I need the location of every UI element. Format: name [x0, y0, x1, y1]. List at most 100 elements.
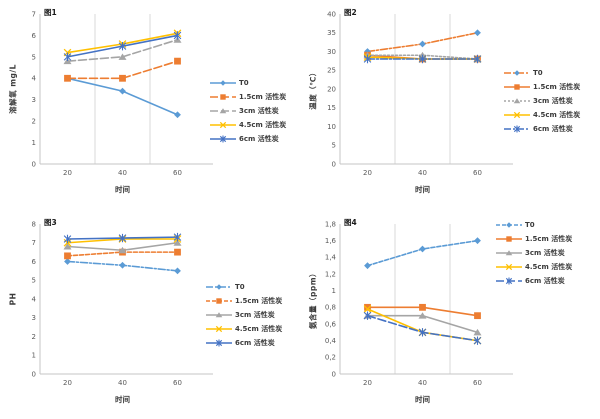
marker-diamond-icon [216, 284, 222, 290]
chart-title-1: 图1 [44, 8, 57, 17]
legend-line-sample [206, 312, 232, 318]
series-line [366, 239, 479, 267]
chart-figure-1: 0 1 2 3 4 5 6 7 20 40 60 图1 溶解氧 mg/L 时间 T0 1.5cm 活性… [0, 0, 300, 210]
y-tick-label: 5 [32, 53, 36, 61]
y-tick-label: 5 [32, 277, 36, 285]
legend-label: 4.5cm 活性炭 [533, 111, 581, 119]
marker-triangle-icon [473, 328, 482, 336]
legend-item: 1.5cm 活性炭 [496, 232, 572, 246]
marker-asterisk-icon [219, 135, 227, 143]
x-tick-label: 40 [118, 169, 127, 177]
x-tick-label: 60 [173, 169, 182, 177]
legend-line-sample [206, 284, 232, 290]
y-axis-label-4: 氨含量（ppm） [308, 268, 318, 330]
legend-line-sample [504, 111, 530, 119]
legend-item: 4.5cm 活性炭 [210, 118, 286, 132]
legend-label: 4.5cm 活性炭 [525, 263, 573, 271]
legend-label: 1.5cm 活性炭 [525, 235, 573, 243]
marker-triangle-icon [219, 108, 227, 114]
y-tick-label: 35 [327, 29, 336, 37]
legend-label: T0 [533, 69, 543, 77]
marker-asterisk-icon [118, 233, 127, 243]
legend-item: 3cm 活性炭 [210, 104, 286, 118]
x-tick-label: 20 [363, 169, 372, 177]
legend-item: 4.5cm 活性炭 [206, 322, 282, 336]
marker-square-icon [419, 303, 426, 311]
y-tick-label: 15 [327, 104, 336, 112]
marker-diamond-icon [506, 222, 512, 228]
marker-asterisk-icon [473, 54, 482, 64]
x-tick-label: 40 [118, 379, 127, 387]
y-tick-label: 0,2 [325, 354, 336, 362]
chart-figure-3: 0 1 2 3 4 5 6 7 8 20 40 60 图3 PH 时间 T0 1.5cm 活性炭 3cm … [0, 210, 300, 419]
marker-asterisk-icon [418, 54, 427, 64]
legend-item: 3cm 活性炭 [496, 246, 572, 260]
legend-line-sample [504, 125, 530, 133]
x-tick-label: 40 [418, 169, 427, 177]
marker-diamond-icon [419, 40, 426, 48]
y-tick-label: 4 [32, 295, 37, 303]
y-tick-label: 1 [332, 287, 336, 295]
marker-diamond-icon [514, 70, 520, 76]
legend-label: 6cm 活性炭 [235, 339, 275, 347]
marker-square-icon [514, 84, 520, 90]
legend-line-sample [504, 84, 530, 90]
marker-asterisk-icon [513, 125, 521, 133]
marker-asterisk-icon [418, 328, 427, 337]
chart-figure-2: 0 5 10 15 20 25 30 35 40 20 40 60 图2 温度（℃） 时间 T0 1.5… [300, 0, 600, 210]
y-tick-label: 1,4 [325, 254, 337, 262]
y-tick-label: 1,2 [325, 270, 336, 278]
marker-triangle-icon [513, 98, 521, 104]
marker-square-icon [506, 236, 512, 242]
marker-asterisk-icon [363, 311, 372, 320]
marker-x-icon [363, 305, 372, 313]
y-tick-label: 6 [32, 32, 37, 40]
y-tick-label: 3 [32, 96, 36, 104]
plot-area-4: 0 0,2 0,4 0,6 0,8 1 1,2 1,4 1,6 1,8 20 40 60 [325, 220, 513, 387]
marker-square-icon [220, 94, 226, 100]
y-tick-label: 8 [32, 220, 36, 228]
plot-area-1: 0 1 2 3 4 5 6 7 20 40 60 [32, 10, 213, 177]
legend-label: 6cm 活性炭 [239, 135, 279, 143]
y-tick-label: 0,4 [325, 337, 337, 345]
y-tick-label: 0 [332, 160, 336, 168]
marker-square-icon [474, 312, 481, 320]
legend-label: 3cm 活性炭 [533, 97, 573, 105]
marker-triangle-icon [505, 250, 513, 256]
legend-line-sample [504, 98, 530, 104]
marker-x-icon [215, 325, 223, 333]
legend-line-sample [496, 236, 522, 242]
legend-label: 1.5cm 活性炭 [235, 297, 283, 305]
legend-item: 6cm 活性炭 [504, 122, 580, 136]
plot-area-3: 0 1 2 3 4 5 6 7 8 20 40 60 [32, 220, 213, 387]
y-tick-label: 0,6 [325, 320, 337, 328]
marker-triangle-icon [418, 312, 427, 319]
legend-label: 1.5cm 活性炭 [239, 93, 287, 101]
legend-item: 1.5cm 活性炭 [504, 80, 580, 94]
x-tick-label: 20 [63, 379, 72, 387]
y-tick-label: 40 [327, 10, 336, 18]
legend-line-sample [496, 250, 522, 256]
marker-triangle-icon [118, 246, 127, 254]
legend-1: T0 1.5cm 活性炭 3cm 活性炭 4.5cm 活性炭 6cm 活性炭 [210, 76, 286, 146]
marker-diamond-icon [474, 29, 481, 37]
y-tick-label: 30 [327, 48, 336, 56]
x-tick-label: 60 [473, 379, 482, 387]
marker-diamond-icon [119, 261, 126, 269]
legend-label: 1.5cm 活性炭 [533, 83, 581, 91]
y-tick-label: 2 [32, 118, 36, 126]
legend-item: 6cm 活性炭 [210, 132, 286, 146]
legend-line-sample [206, 325, 232, 333]
legend-line-sample [504, 70, 530, 76]
y-tick-label: 0 [332, 370, 336, 378]
y-tick-label: 10 [327, 123, 336, 131]
marker-square-icon [174, 57, 181, 65]
x-axis-label-1: 时间 [115, 185, 130, 194]
marker-diamond-icon [220, 80, 226, 86]
marker-x-icon [513, 111, 521, 119]
y-tick-label: 20 [327, 85, 336, 93]
y-tick-label: 1 [32, 352, 36, 360]
legend-item: 6cm 活性炭 [206, 336, 282, 350]
legend-line-sample [210, 80, 236, 86]
x-tick-label: 40 [418, 379, 427, 387]
